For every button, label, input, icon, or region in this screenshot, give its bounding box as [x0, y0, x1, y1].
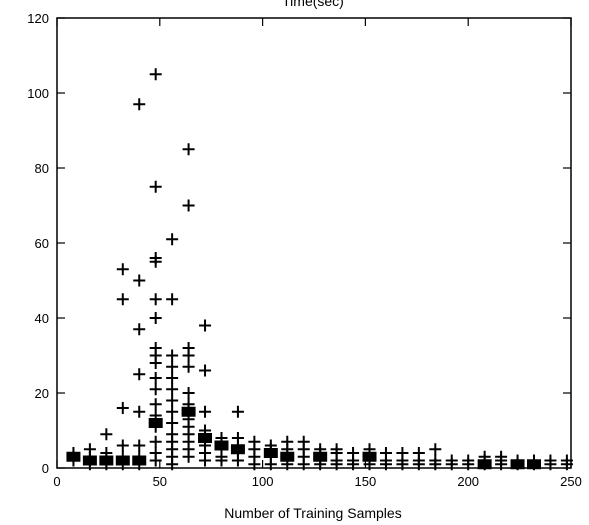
data-point	[231, 432, 244, 444]
data-point	[133, 98, 146, 111]
data-point	[149, 252, 162, 264]
data-point	[100, 447, 113, 459]
data-point	[429, 454, 442, 467]
data-point	[83, 454, 96, 467]
data-point	[67, 447, 80, 459]
x-tick-label: 200	[457, 474, 479, 489]
data-point	[248, 435, 261, 448]
data-point	[182, 342, 195, 354]
data-point	[166, 349, 179, 362]
data-point	[412, 447, 425, 459]
y-tick-label: 120	[27, 11, 49, 26]
data-point	[363, 443, 376, 456]
y-tick-label: 40	[35, 311, 49, 326]
data-point	[133, 439, 146, 452]
data-point	[199, 364, 212, 377]
data-point	[495, 450, 508, 463]
data-point	[116, 439, 129, 452]
data-point	[149, 68, 162, 81]
data-point	[264, 439, 277, 452]
y-tick-label: 20	[35, 386, 49, 401]
data-point	[544, 454, 557, 467]
data-point	[182, 413, 195, 426]
data-points	[67, 68, 573, 471]
data-point	[116, 293, 129, 306]
data-point	[133, 274, 146, 287]
data-point	[199, 405, 212, 418]
data-point	[100, 428, 113, 441]
data-point	[182, 360, 195, 373]
data-point	[166, 360, 179, 373]
data-point	[133, 450, 146, 463]
x-tick-label: 100	[252, 474, 274, 489]
data-point	[149, 398, 162, 411]
data-point	[314, 443, 327, 456]
data-point	[347, 447, 360, 459]
data-point	[166, 372, 179, 384]
chart-title: Time(sec)	[282, 0, 344, 9]
data-point	[149, 342, 162, 354]
data-point	[379, 447, 392, 459]
data-point	[429, 443, 442, 456]
data-point	[396, 447, 409, 459]
data-point	[149, 372, 162, 384]
data-point	[182, 199, 195, 212]
data-point	[199, 424, 212, 437]
data-point	[166, 417, 179, 429]
data-point	[149, 420, 162, 433]
data-point	[166, 383, 179, 396]
data-point	[166, 293, 179, 306]
data-point	[199, 319, 212, 332]
data-point	[527, 454, 540, 467]
x-axis-label: Number of Training Samples	[224, 505, 401, 521]
data-point	[462, 454, 475, 467]
y-tick-label: 80	[35, 161, 49, 176]
data-point	[149, 447, 162, 459]
data-point	[116, 402, 129, 414]
data-point	[281, 435, 294, 448]
data-point	[149, 312, 162, 324]
data-point	[83, 443, 96, 456]
data-point	[182, 398, 195, 411]
y-tick-label: 60	[35, 236, 49, 251]
data-point	[330, 443, 343, 456]
data-point	[133, 323, 146, 336]
x-tick-label: 50	[153, 474, 167, 489]
data-point	[166, 405, 179, 418]
data-point	[560, 454, 573, 467]
x-axis: 0 50 100 150 200 250	[53, 18, 582, 489]
data-point	[149, 383, 162, 396]
data-point	[478, 450, 491, 463]
data-point	[166, 233, 179, 246]
data-point	[116, 263, 129, 276]
data-point	[166, 394, 179, 407]
data-point	[116, 450, 129, 463]
data-point	[149, 409, 162, 422]
y-axis: 0 20 40 60 80 100 120	[27, 11, 571, 476]
data-point	[133, 405, 146, 418]
data-point	[166, 428, 179, 441]
data-point	[149, 293, 162, 306]
x-tick-label: 0	[53, 474, 60, 489]
x-tick-label: 150	[355, 474, 377, 489]
data-point	[215, 432, 228, 444]
data-point	[231, 405, 244, 418]
data-point	[182, 387, 195, 399]
y-tick-label: 100	[27, 86, 49, 101]
data-point	[297, 435, 310, 448]
data-point	[511, 454, 524, 467]
data-point	[149, 180, 162, 193]
data-point	[149, 435, 162, 448]
y-tick-label: 0	[42, 461, 49, 476]
data-point	[133, 368, 146, 381]
data-point	[182, 143, 195, 156]
data-point	[445, 454, 458, 467]
x-tick-label: 250	[560, 474, 582, 489]
plot-frame	[56, 17, 572, 469]
